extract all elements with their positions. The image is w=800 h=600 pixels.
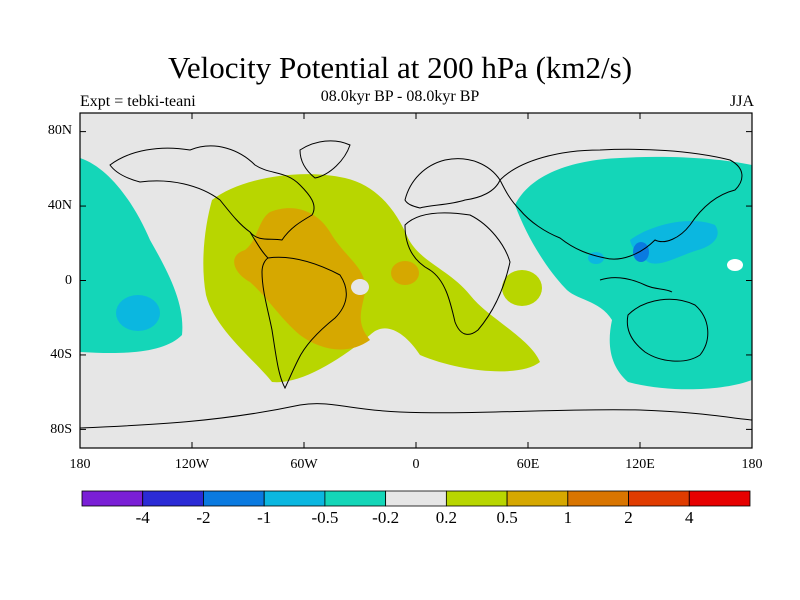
coast-europe (404, 158, 501, 209)
colorbar-label-8: 2 (624, 508, 633, 527)
experiment-label: Expt = tebki-teani (80, 93, 196, 110)
coast-australia (626, 298, 709, 362)
lon-label-120e: 120E (625, 457, 655, 472)
colorbar-box-3 (263, 490, 326, 507)
colorbar-box-1 (142, 490, 204, 507)
colorbar-box-2 (203, 490, 265, 507)
plot-subtitle: 08.0kyr BP - 08.0kyr BP (320, 88, 480, 105)
lon-label-180w: 180 (69, 457, 91, 472)
contour-hole (351, 279, 369, 295)
coast-antarctica (80, 403, 752, 429)
colorbar-box-4 (324, 490, 387, 507)
lat-label-80s: 80S (50, 422, 72, 437)
contour-negative-0.5-pac (116, 295, 160, 331)
lat-label-40s: 40S (50, 347, 72, 362)
colorbar (81, 490, 751, 507)
colorbar-box-8 (567, 490, 629, 507)
contour-positive-0.5-africa (391, 261, 419, 285)
lat-label-80n: 80N (47, 123, 72, 138)
contour-negative-0.2-east (515, 156, 752, 390)
contour-hole-pac (727, 259, 743, 271)
lon-label-60e: 60E (516, 457, 540, 472)
contour-positive-0.2-eafrica (502, 270, 542, 306)
colorbar-label-9: 4 (685, 508, 694, 527)
lon-label-120w: 120W (174, 457, 210, 472)
coast-south-america (261, 256, 347, 390)
lon-label-180e: 180 (741, 457, 763, 472)
coast-africa (404, 212, 511, 335)
lat-label-0: 0 (65, 273, 72, 288)
axis-ticks (79, 113, 753, 448)
coast-asia (499, 148, 743, 260)
colorbar-label-5: 0.2 (435, 508, 457, 527)
contour-positive-0.5 (234, 208, 370, 350)
season-label: JJA (729, 93, 754, 110)
colorbar-label-6: 0.5 (496, 508, 518, 527)
colorbar-label-4: -0.2 (372, 508, 400, 527)
coast-north-america (109, 145, 315, 241)
colorbar-label-1: -2 (196, 508, 211, 527)
coastlines (80, 140, 752, 429)
colorbar-label-2: -1 (257, 508, 272, 527)
colorbar-label-3: -0.5 (311, 508, 339, 527)
coast-greenland (299, 140, 351, 179)
colorbar-box-0 (81, 490, 144, 507)
contour-negative-0.5-wpac (630, 220, 718, 264)
colorbar-box-7 (506, 490, 569, 507)
colorbar-box-10 (688, 490, 751, 507)
contour-negative-1-phil (633, 242, 649, 262)
colorbar-box-5 (385, 490, 447, 507)
colorbar-box-6 (445, 490, 508, 507)
plot-title: Velocity Potential at 200 hPa (km2/s) (167, 50, 633, 85)
colorbar-label-7: 1 (563, 508, 573, 527)
coast-central-america (249, 231, 269, 259)
lat-label-40n: 40N (47, 198, 72, 213)
lon-label-0: 0 (412, 457, 420, 472)
colorbar-label-0: -4 (135, 508, 150, 527)
lon-label-60w: 60W (290, 457, 318, 472)
coast-indonesia (599, 277, 673, 293)
colorbar-box-9 (628, 490, 690, 507)
